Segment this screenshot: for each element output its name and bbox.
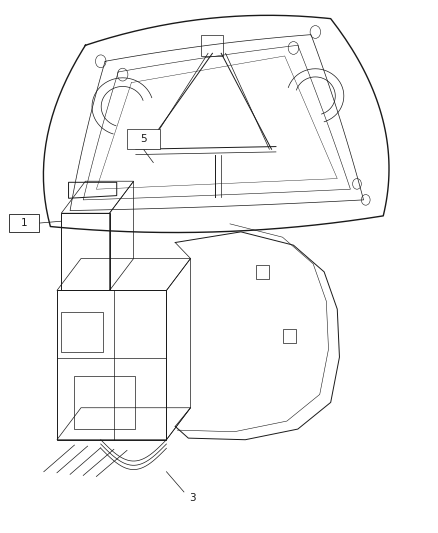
Text: 5: 5 bbox=[140, 134, 147, 144]
Bar bbox=[127, 129, 160, 149]
Text: 3: 3 bbox=[189, 494, 196, 503]
Bar bbox=[283, 329, 296, 343]
Polygon shape bbox=[43, 15, 389, 232]
Text: 1: 1 bbox=[21, 218, 28, 228]
Bar bbox=[9, 214, 39, 232]
Bar bbox=[201, 35, 223, 56]
Bar bbox=[256, 265, 269, 279]
